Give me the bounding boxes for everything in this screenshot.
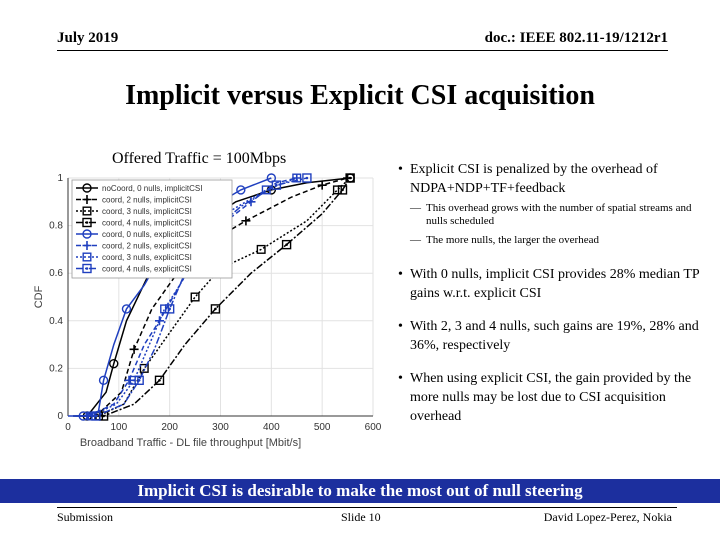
series-7-point-3-dot	[137, 379, 141, 382]
x-tick-label-5: 500	[314, 422, 331, 433]
y-tick-label-3: 0.6	[49, 268, 63, 279]
y-tick-label-1: 0.2	[49, 363, 63, 374]
cdf-chart: 0 100 200 300 400 500 600 0 0.2 0.4 0.6 0.8 1 Broadba…	[33, 173, 382, 449]
series-1-point-9	[317, 180, 327, 190]
y-tick-label-4: 0.8	[49, 221, 63, 232]
x-axis-label: Broadband Traffic - DL file throughput […	[80, 437, 301, 449]
legend-marker-3-dot	[85, 221, 89, 224]
legend-label-0: noCoord, 0 nulls, implicitCSI	[102, 184, 202, 193]
header-date: July 2019	[57, 30, 119, 46]
legend-label-4: coord, 0 nulls, explicitCSI	[102, 230, 192, 239]
series-5-point-3	[124, 375, 134, 385]
legend-label-5: coord, 2 nulls, explicitCSI	[102, 242, 192, 251]
x-tick-label-2: 200	[161, 422, 178, 433]
series-3-point-5-dot	[214, 307, 217, 311]
header-divider	[57, 50, 668, 51]
x-tick-label-0: 0	[65, 422, 71, 433]
footer-slide-number: Slide 10	[341, 510, 381, 524]
x-tick-label-3: 300	[212, 422, 229, 433]
series-7-point-10	[302, 173, 312, 183]
legend-marker-7	[82, 263, 92, 274]
legend-marker-0	[82, 183, 92, 193]
bullet-3: With 2, 3 and 4 nulls, such gains are 19…	[398, 317, 703, 355]
sub-bullet-1-2: The more nulls, the larger the overhead	[398, 234, 703, 247]
series-6-point-10	[292, 173, 302, 183]
legend-label-2: coord, 3 nulls, implicitCSI	[102, 207, 192, 216]
series-3-point-5	[210, 304, 221, 314]
series-2-point-5	[190, 292, 200, 302]
series-line-3	[85, 177, 351, 417]
series-7-point-9-dot	[275, 183, 278, 187]
series-2-point-7	[256, 244, 266, 254]
x-tick-label-1: 100	[110, 422, 127, 433]
legend-label-6: coord, 3 nulls, explicitCSI	[102, 253, 192, 262]
series-line-2	[80, 177, 351, 417]
series-7-point-9	[271, 180, 282, 190]
series-4-point-3	[98, 375, 109, 386]
series-7-point-10-dot	[305, 176, 309, 180]
legend-marker-3	[82, 217, 92, 228]
legend-marker-6	[82, 252, 92, 262]
legend-label-1: coord, 2 nulls, implicitCSI	[102, 196, 192, 205]
series-3-point-7-dot	[285, 243, 288, 246]
series-7-point-1	[91, 411, 101, 421]
footer-submission: Submission	[57, 510, 114, 524]
series-3-point-1-dot	[102, 414, 105, 418]
series-4-point-5	[121, 304, 132, 314]
legend-box	[71, 179, 233, 279]
bullet-4: When using explicit CSI, the gain provid…	[398, 369, 703, 426]
series-line-6	[75, 177, 298, 417]
series-7-point-1-dot	[94, 414, 98, 418]
series-1-point-3	[129, 344, 139, 354]
footer-divider	[57, 507, 677, 508]
legend-label-3: coord, 4 nulls, implicitCSI	[102, 219, 192, 228]
series-line-7	[78, 177, 308, 417]
series-7-point-5	[164, 304, 175, 314]
conclusion-banner: Implicit CSI is desirable to make the mo…	[0, 479, 720, 503]
y-tick-label-2: 0.4	[49, 316, 63, 327]
series-6-point-9	[261, 185, 271, 195]
legend-marker-5	[82, 241, 92, 250]
x-tick-label-4: 400	[263, 422, 280, 433]
y-tick-label-0: 0	[57, 411, 63, 422]
y-tick-label-5: 1	[57, 173, 63, 184]
legend-label-7: coord, 4 nulls, explicitCSI	[102, 265, 192, 274]
bullet-list: Explicit CSI is penalized by the overhea…	[398, 160, 703, 428]
series-3-point-9	[337, 185, 348, 195]
series-3-point-10-dot	[348, 176, 352, 180]
series-3-point-7	[281, 239, 292, 250]
series-line-5	[73, 177, 297, 417]
sub-bullet-1-1: This overhead grows with the number of s…	[398, 202, 703, 228]
bullet-2: With 0 nulls, implicit CSI provides 28% …	[398, 265, 703, 303]
series-3-point-10	[345, 173, 355, 183]
series-1-point-7	[241, 216, 251, 226]
series-0-point-3	[109, 358, 119, 369]
header-doc-id: doc.: IEEE 802.11-19/1212r1	[484, 30, 668, 46]
series-3-point-3-dot	[158, 379, 161, 382]
footer-author: David Lopez-Perez, Nokia	[543, 510, 672, 524]
series-4-point-10	[266, 173, 277, 183]
series-7-point-3	[134, 375, 144, 386]
legend-marker-7-dot	[85, 267, 89, 270]
series-3-point-9-dot	[341, 188, 344, 192]
legend-marker-1	[82, 195, 92, 204]
bullet-1: Explicit CSI is penalized by the overhea…	[398, 160, 703, 198]
series-4-point-9	[236, 185, 246, 195]
chart-caption: Offered Traffic = 100Mbps	[112, 150, 287, 167]
y-axis-label: CDF	[33, 285, 45, 308]
series-7-point-5-dot	[168, 307, 171, 311]
series-2-point-3	[139, 363, 149, 373]
legend-marker-2	[82, 206, 92, 216]
series-3-point-3	[154, 375, 165, 386]
x-tick-label-6: 600	[365, 422, 382, 433]
slide-title: Implicit versus Explicit CSI acquisition	[125, 80, 595, 111]
legend-marker-4	[82, 229, 92, 239]
